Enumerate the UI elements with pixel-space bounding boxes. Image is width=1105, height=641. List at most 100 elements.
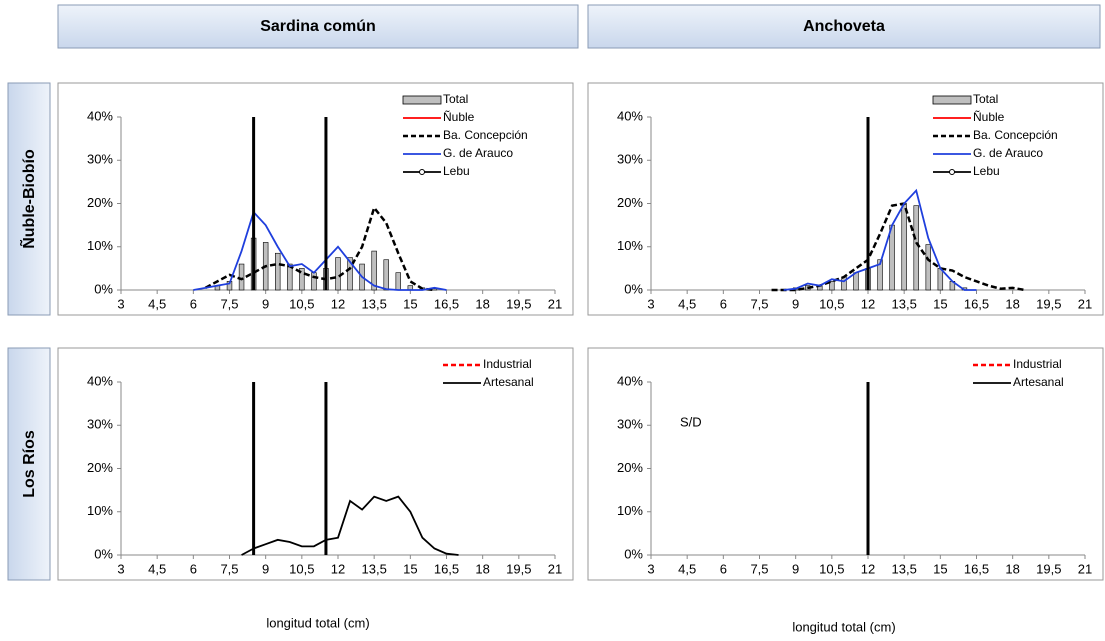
y-tick-label: 30%	[87, 152, 113, 167]
x-tick-label: 4,5	[148, 296, 166, 311]
legend-label: Total	[973, 92, 998, 106]
y-tick-label: 10%	[617, 238, 643, 253]
x-tick-label: 18	[475, 561, 489, 576]
x-tick-label: 21	[548, 561, 562, 576]
legend-label: Ba. Concepción	[973, 128, 1058, 142]
row-header-box	[7, 82, 51, 316]
bar	[335, 257, 341, 291]
bar	[287, 263, 293, 291]
x-axis-label: longitud total (cm)	[266, 615, 369, 630]
annotation: S/D	[680, 414, 702, 429]
legend-marker	[419, 169, 425, 175]
x-tick-label: 10,5	[819, 296, 844, 311]
x-tick-label: 6	[190, 296, 197, 311]
x-tick-label: 10,5	[819, 561, 844, 576]
x-tick-label: 21	[1078, 561, 1092, 576]
x-tick-label: 16,5	[434, 561, 459, 576]
legend-label: G. de Arauco	[973, 146, 1043, 160]
panel-frame	[57, 347, 574, 581]
bar	[371, 250, 377, 291]
x-tick-label: 4,5	[678, 296, 696, 311]
legend-label: Lebu	[443, 164, 470, 178]
x-tick-label: 7,5	[220, 561, 238, 576]
x-tick-label: 19,5	[1036, 561, 1061, 576]
row-title: Ñuble-Biobío	[18, 149, 38, 249]
x-tick-label: 10,5	[289, 296, 314, 311]
x-tick-label: 12	[331, 561, 345, 576]
x-tick-label: 3	[647, 561, 654, 576]
y-tick-label: 20%	[617, 195, 643, 210]
y-tick-label: 0%	[94, 546, 113, 561]
series-line	[241, 495, 459, 556]
column-header-box	[57, 4, 579, 49]
x-tick-label: 12	[861, 296, 875, 311]
y-tick-label: 20%	[87, 195, 113, 210]
legend-label: Ñuble	[443, 110, 475, 124]
y-tick-label: 20%	[617, 460, 643, 475]
bar	[853, 272, 859, 291]
row-header-box	[7, 347, 51, 581]
legend-label: G. de Arauco	[443, 146, 513, 160]
y-tick-label: 20%	[87, 460, 113, 475]
bar	[383, 259, 389, 291]
bar	[347, 257, 353, 291]
x-tick-label: 15	[403, 296, 417, 311]
bar	[311, 272, 317, 291]
y-tick-label: 30%	[87, 417, 113, 432]
x-tick-label: 3	[117, 296, 124, 311]
x-tick-label: 13,5	[362, 296, 387, 311]
x-tick-label: 15	[933, 296, 947, 311]
column-header-box	[587, 4, 1101, 49]
legend-swatch	[402, 95, 442, 105]
legend-marker	[949, 169, 955, 175]
column-title: Anchoveta	[803, 18, 885, 35]
bar	[299, 268, 305, 291]
x-tick-label: 4,5	[148, 561, 166, 576]
legend-label: Total	[443, 92, 468, 106]
y-tick-label: 40%	[617, 108, 643, 123]
bar	[395, 272, 401, 291]
x-tick-label: 13,5	[362, 561, 387, 576]
bar	[829, 281, 835, 291]
x-tick-label: 12	[331, 296, 345, 311]
bar	[925, 244, 931, 291]
x-tick-label: 9	[262, 561, 269, 576]
x-tick-label: 9	[262, 296, 269, 311]
series-line	[771, 202, 1025, 292]
x-tick-label: 16,5	[964, 561, 989, 576]
x-tick-label: 19,5	[506, 561, 531, 576]
x-tick-label: 7,5	[750, 296, 768, 311]
legend-label: Artesanal	[483, 375, 534, 389]
x-tick-label: 12	[861, 561, 875, 576]
x-tick-label: 13,5	[892, 561, 917, 576]
x-tick-label: 16,5	[434, 296, 459, 311]
x-tick-label: 18	[1005, 561, 1019, 576]
bar	[841, 276, 847, 291]
column-title: Sardina común	[260, 18, 376, 35]
x-tick-label: 10,5	[289, 561, 314, 576]
bar	[889, 224, 895, 291]
x-tick-label: 6	[720, 296, 727, 311]
y-tick-label: 30%	[617, 417, 643, 432]
bar	[877, 259, 883, 291]
x-tick-label: 15	[403, 561, 417, 576]
y-tick-label: 40%	[87, 373, 113, 388]
x-tick-label: 7,5	[220, 296, 238, 311]
bar	[901, 203, 907, 291]
bar	[937, 268, 944, 291]
legend-label: Ba. Concepción	[443, 128, 528, 142]
legend-label: Industrial	[483, 357, 532, 371]
x-tick-label: 7,5	[750, 561, 768, 576]
bar	[238, 263, 245, 291]
x-tick-label: 19,5	[506, 296, 531, 311]
x-tick-label: 19,5	[1036, 296, 1061, 311]
legend-swatch	[932, 95, 972, 105]
x-tick-label: 6	[190, 561, 197, 576]
y-tick-label: 0%	[624, 546, 643, 561]
y-tick-label: 30%	[617, 152, 643, 167]
x-axis-label: longitud total (cm)	[792, 619, 895, 634]
x-tick-label: 16,5	[964, 296, 989, 311]
y-tick-label: 0%	[624, 281, 643, 296]
x-tick-label: 9	[792, 296, 799, 311]
